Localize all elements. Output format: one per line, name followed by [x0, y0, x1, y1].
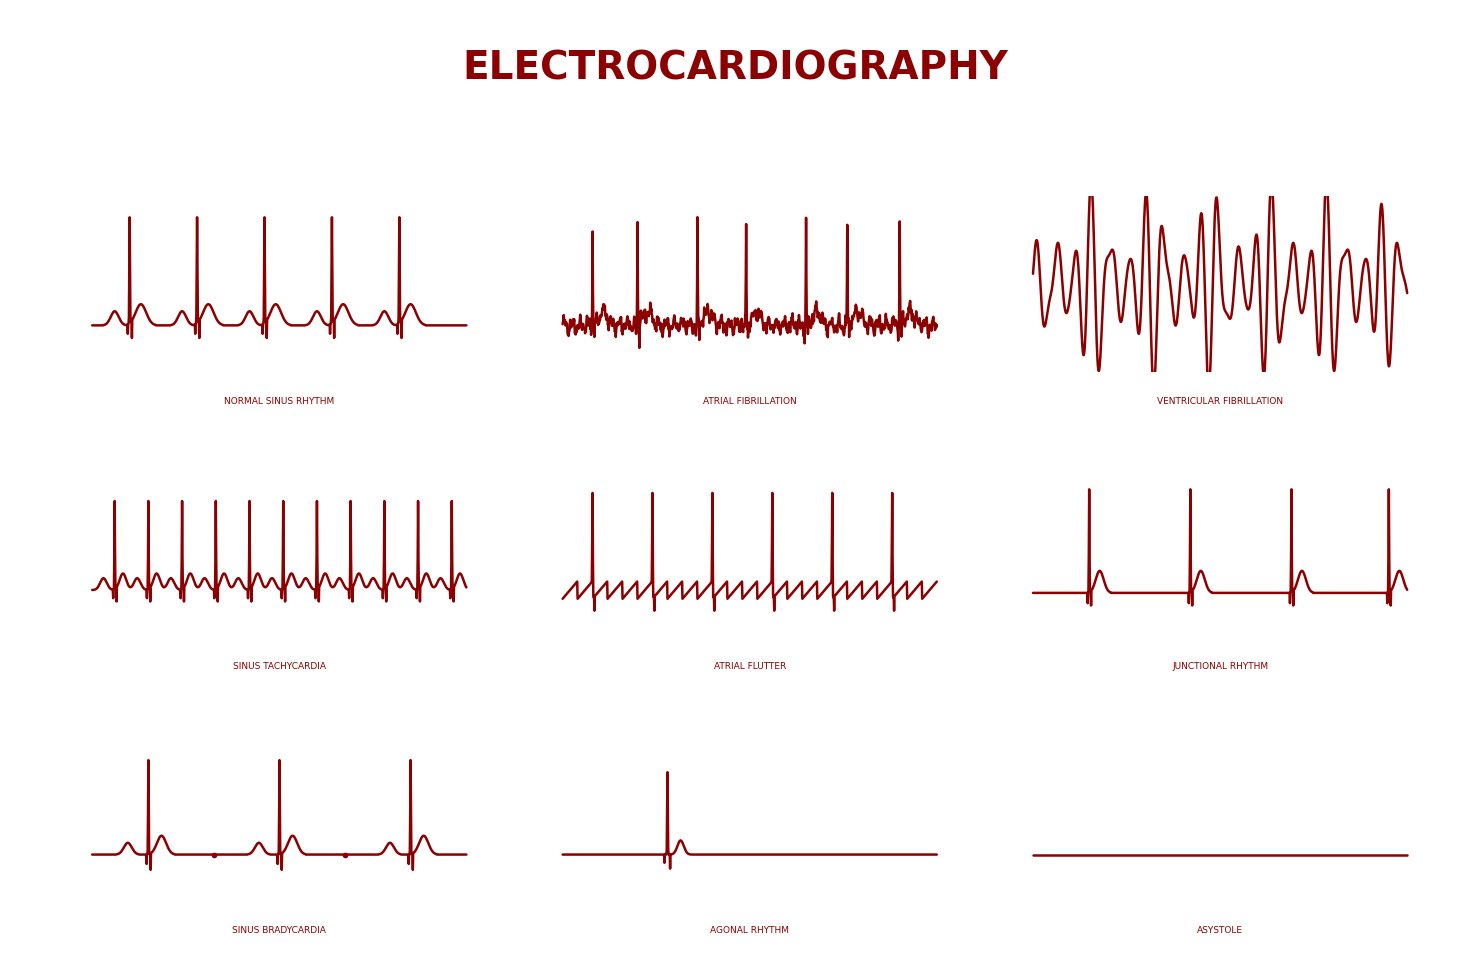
- Text: VENTRICULAR FIBRILLATION: VENTRICULAR FIBRILLATION: [1157, 397, 1283, 406]
- Text: NORMAL SINUS RHYTHM: NORMAL SINUS RHYTHM: [223, 397, 334, 406]
- Text: ELECTROCARDIOGRAPHY: ELECTROCARDIOGRAPHY: [462, 50, 1008, 87]
- Text: ASYSTOLE: ASYSTOLE: [1197, 926, 1244, 935]
- Text: ATRIAL FLUTTER: ATRIAL FLUTTER: [713, 662, 786, 670]
- Text: ATRIAL FIBRILLATION: ATRIAL FIBRILLATION: [703, 397, 797, 406]
- Text: SINUS TACHYCARDIA: SINUS TACHYCARDIA: [232, 662, 326, 670]
- Text: AGONAL RHYTHM: AGONAL RHYTHM: [710, 926, 789, 935]
- Text: JUNCTIONAL RHYTHM: JUNCTIONAL RHYTHM: [1172, 662, 1269, 670]
- Text: SINUS BRADYCARDIA: SINUS BRADYCARDIA: [232, 926, 326, 935]
